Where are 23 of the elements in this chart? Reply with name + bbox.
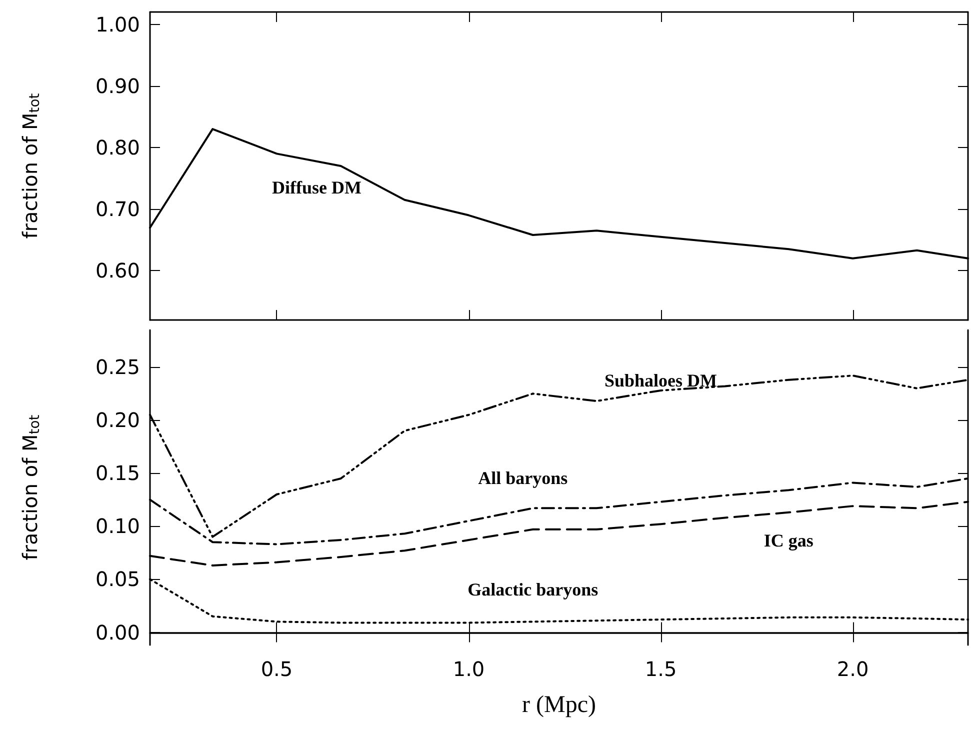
series-label: Diffuse DM <box>272 178 362 198</box>
y-tick-label: 0.60 <box>95 258 140 283</box>
y-tick-label: 0.05 <box>95 567 140 592</box>
x-tick-label: 1.5 <box>644 657 677 681</box>
y-tick-label: 0.10 <box>95 514 140 538</box>
y-tick-label: 0.25 <box>95 355 140 380</box>
x-axis-title: r (Mpc) <box>522 692 596 718</box>
y-tick-label: 1.00 <box>95 12 140 36</box>
y-tick-label: 0.80 <box>95 136 140 160</box>
series-label: All baryons <box>478 468 568 488</box>
y-tick-label: 0.90 <box>95 74 140 98</box>
y-tick-label: 0.00 <box>95 620 140 644</box>
y-tick-label: 0.15 <box>95 461 140 486</box>
y-axis-title: fraction of Mtot <box>18 414 43 560</box>
series-label: Galactic baryons <box>468 580 598 600</box>
y-axis-title: fraction of Mtot <box>18 92 43 239</box>
x-tick-label: 2.0 <box>836 657 869 681</box>
series-label: Subhaloes DM <box>604 370 718 390</box>
x-tick-label: 0.5 <box>260 657 293 681</box>
x-tick-label: 1.0 <box>452 657 485 681</box>
series-label: IC gas <box>764 530 814 550</box>
y-tick-label: 0.70 <box>95 197 140 222</box>
y-tick-label: 0.20 <box>95 408 140 432</box>
